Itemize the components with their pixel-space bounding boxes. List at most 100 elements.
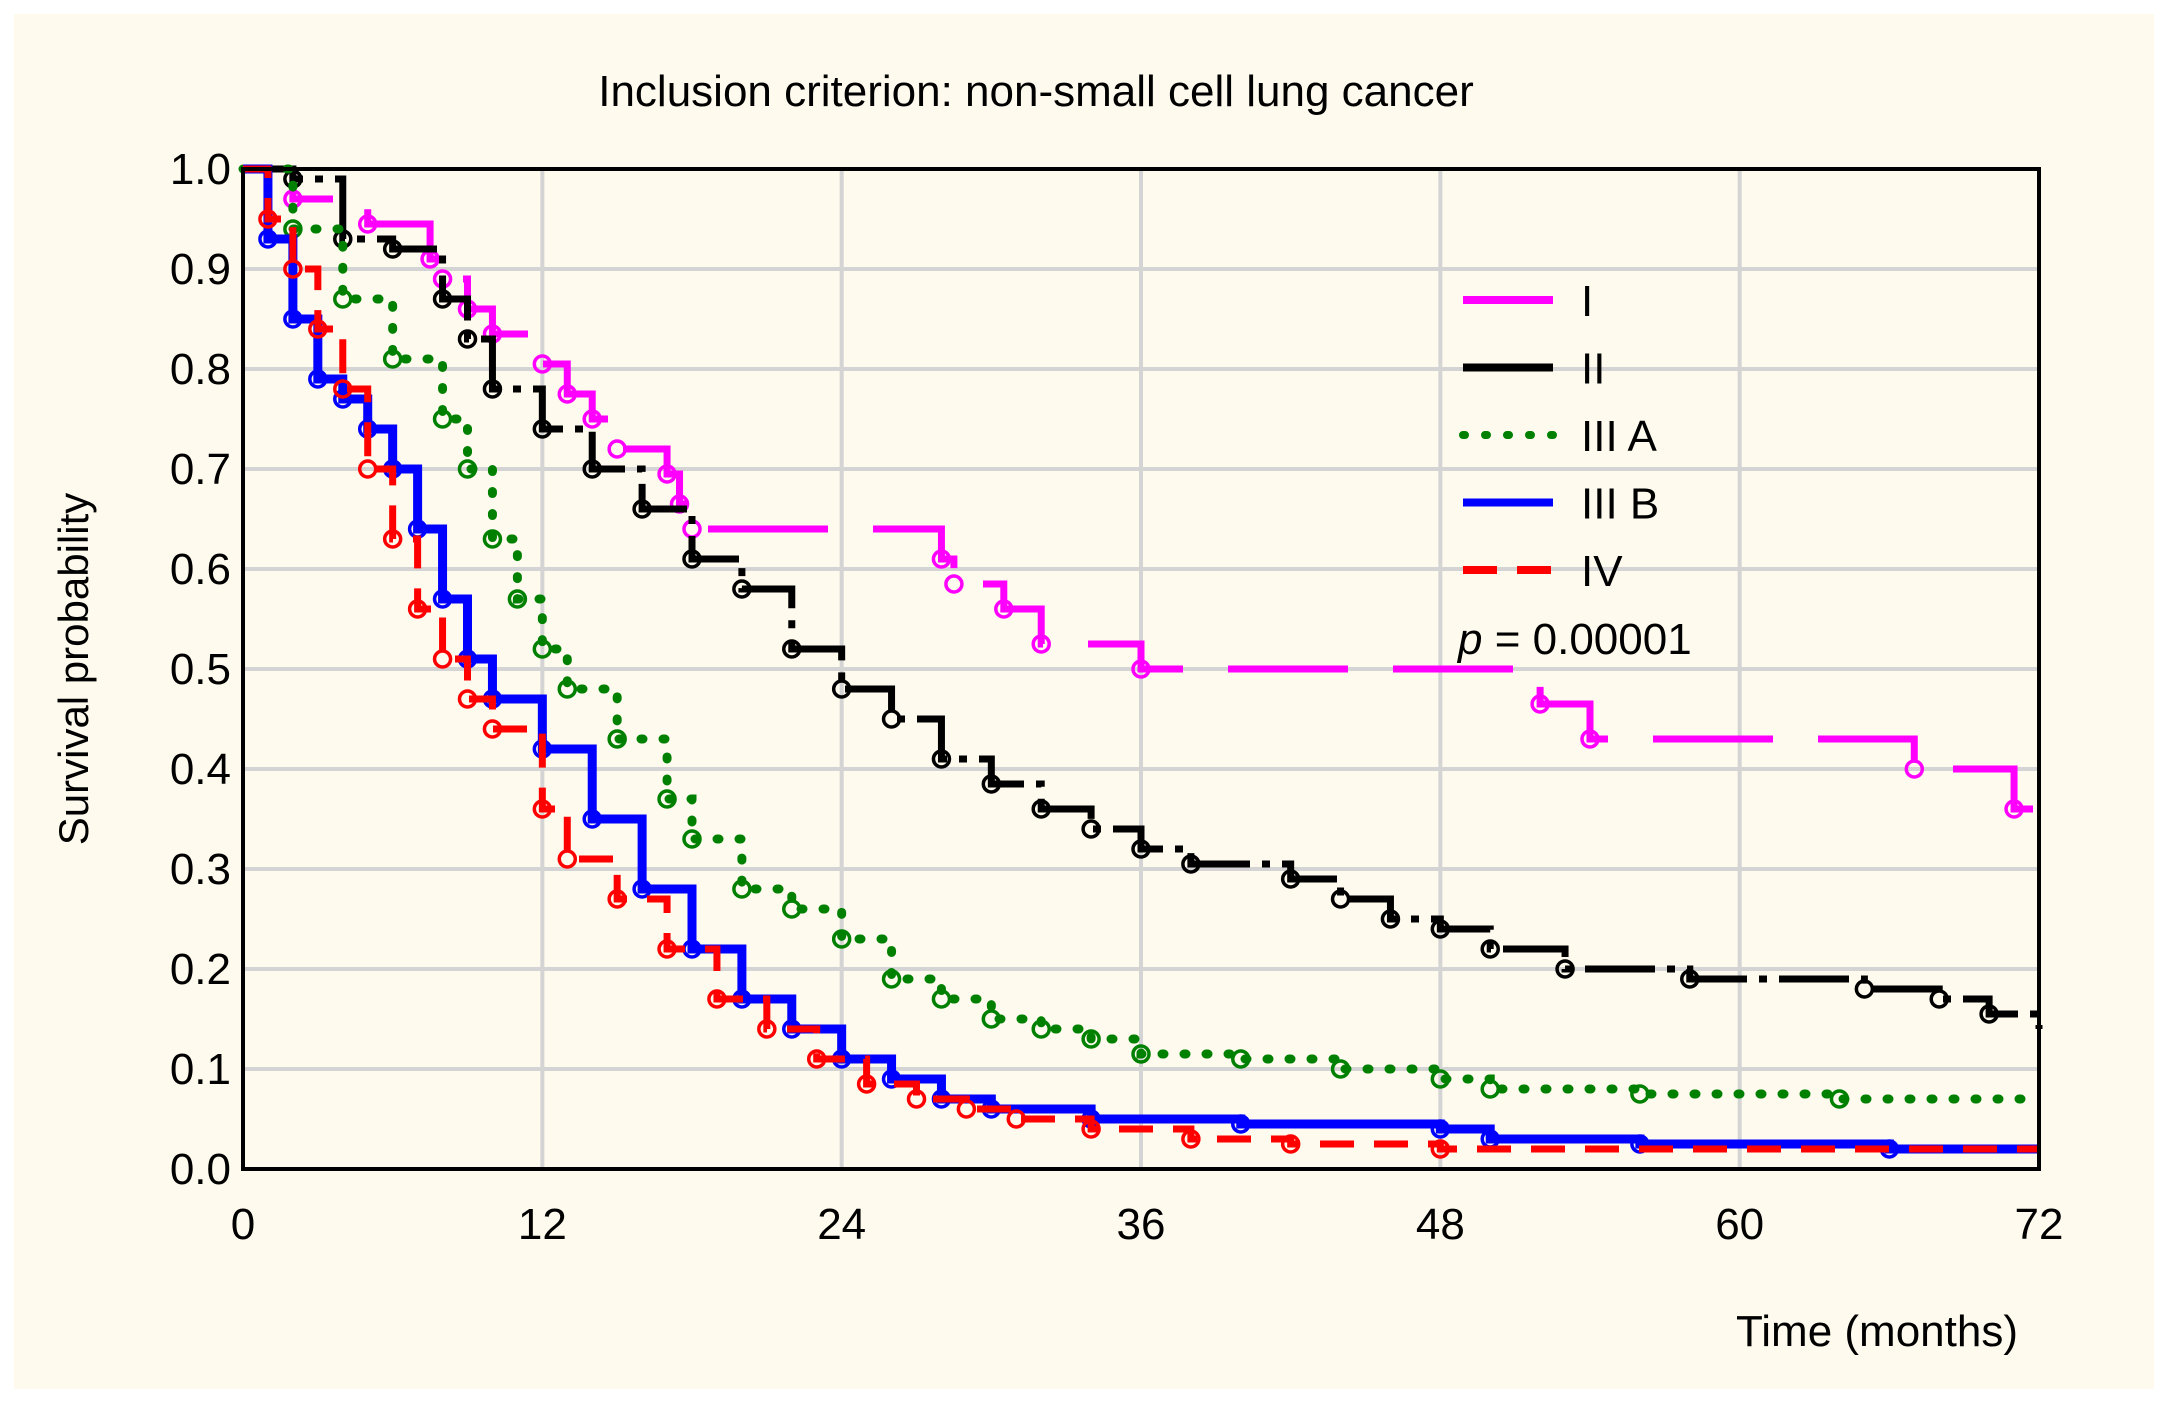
censor-mark	[457, 459, 478, 479]
censor-mark	[1430, 1139, 1451, 1159]
x-tick-label: 36	[1117, 1200, 1166, 1249]
censor-mark	[944, 574, 964, 594]
censor-mark	[2004, 799, 2024, 819]
censor-mark	[1181, 854, 1201, 874]
y-tick-label: 0.3	[170, 845, 231, 894]
censor-mark	[1131, 1044, 1151, 1064]
plot-frame	[241, 167, 2041, 1171]
censor-mark	[582, 459, 602, 479]
censor-mark	[283, 309, 303, 329]
censor-mark	[707, 989, 727, 1009]
censor-mark	[1680, 969, 1700, 989]
legend-label: II	[1581, 345, 1605, 394]
legend-label: III A	[1581, 412, 1657, 461]
censor-mark	[1904, 759, 1925, 779]
censor-mark	[258, 229, 278, 249]
censor-mark	[1031, 1019, 1051, 1039]
censor-mark	[1430, 1069, 1451, 1089]
x-ticks: 0 12 24 36 48 60 72	[231, 1200, 2064, 1249]
x-tick-label: 72	[2015, 1200, 2064, 1249]
chart-title: Inclusion criterion: non-small cell lung…	[598, 67, 1474, 116]
censor-mark	[482, 719, 503, 739]
censor-mark	[283, 259, 303, 279]
censor-mark	[1829, 1089, 1850, 1109]
censor-mark	[831, 929, 852, 949]
censor-mark	[1330, 889, 1351, 909]
legend-label: III B	[1581, 480, 1659, 529]
y-tick-label: 0.4	[170, 745, 231, 794]
censor-mark	[1181, 1129, 1201, 1149]
censor-mark	[1480, 939, 1500, 959]
censor-mark	[632, 879, 652, 899]
censor-mark	[881, 709, 902, 729]
p-label: p	[1456, 615, 1482, 664]
curve-iiia	[238, 164, 2044, 1104]
censor-mark	[557, 849, 578, 869]
censor-mark	[906, 1089, 927, 1109]
p-value: = 0.00001	[1495, 615, 1692, 664]
censor-mark	[607, 889, 627, 909]
censor-mark	[856, 1074, 877, 1094]
censor-mark	[981, 774, 1002, 794]
y-tick-label: 0.6	[170, 545, 231, 594]
censor-mark	[357, 459, 378, 479]
censor-mark	[682, 549, 702, 569]
y-tick-label: 0.1	[170, 1045, 231, 1094]
censor-mark	[1630, 1084, 1650, 1104]
censor-mark	[1480, 1079, 1500, 1099]
censor-mark	[1031, 634, 1051, 654]
censor-mark	[482, 529, 503, 549]
censor-mark	[532, 354, 553, 374]
censor-mark	[432, 409, 453, 429]
censor-mark	[657, 939, 677, 959]
censor-mark	[757, 1019, 777, 1039]
censor-mark	[557, 679, 578, 699]
censor-mark	[881, 969, 902, 989]
censor-mark	[457, 689, 478, 709]
censor-mark	[931, 989, 952, 1009]
y-tick-label: 1.0	[170, 145, 231, 194]
y-tick-label: 0.9	[170, 245, 231, 294]
x-tick-label: 48	[1416, 1200, 1465, 1249]
censor-mark	[1280, 869, 1301, 889]
censor-mark	[382, 239, 403, 259]
censor-mark	[557, 384, 578, 404]
censor-mark	[782, 639, 802, 659]
y-tick-label: 0.7	[170, 445, 231, 494]
censor-mark	[432, 589, 453, 609]
censor-mark	[382, 529, 403, 549]
censor-mark	[1081, 1119, 1101, 1139]
censor-mark	[1231, 1049, 1251, 1069]
censor-mark	[457, 329, 478, 349]
censor-mark	[482, 379, 503, 399]
curves	[238, 164, 2044, 1159]
censor-mark	[1430, 919, 1451, 939]
censor-mark	[532, 639, 553, 659]
y-tick-label: 0.8	[170, 345, 231, 394]
censor-mark	[308, 369, 328, 389]
x-tick-label: 12	[518, 1200, 567, 1249]
x-tick-label: 24	[817, 1200, 866, 1249]
censor-mark	[956, 1099, 977, 1119]
legend-item: III B	[1463, 480, 1659, 529]
censor-mark	[333, 289, 353, 309]
p-value-annotation: p = 0.00001	[1456, 615, 1692, 664]
censor-mark	[931, 549, 952, 569]
censor-mark	[1580, 729, 1600, 749]
censor-mark	[1555, 959, 1575, 979]
y-ticks: 0.0 0.1 0.2 0.3 0.4 0.5 0.6 0.7 0.8 0.9 1.0	[170, 145, 231, 1194]
x-axis-label: Time (months)	[1736, 1307, 2018, 1356]
censor-mark	[1131, 839, 1151, 859]
censor-mark	[333, 389, 353, 409]
y-axis-label: Survival probability	[50, 493, 97, 846]
curve-iv	[243, 165, 2039, 1153]
x-tick-label: 0	[231, 1200, 255, 1249]
censor-mark	[507, 589, 528, 609]
censor-mark	[1330, 1059, 1351, 1079]
legend-item: I	[1463, 277, 1593, 326]
censor-mark	[1979, 1004, 1999, 1024]
censor-mark	[407, 599, 428, 619]
censor-mark	[308, 319, 328, 339]
curve-i	[243, 165, 2039, 813]
censor-mark	[1031, 799, 1051, 819]
